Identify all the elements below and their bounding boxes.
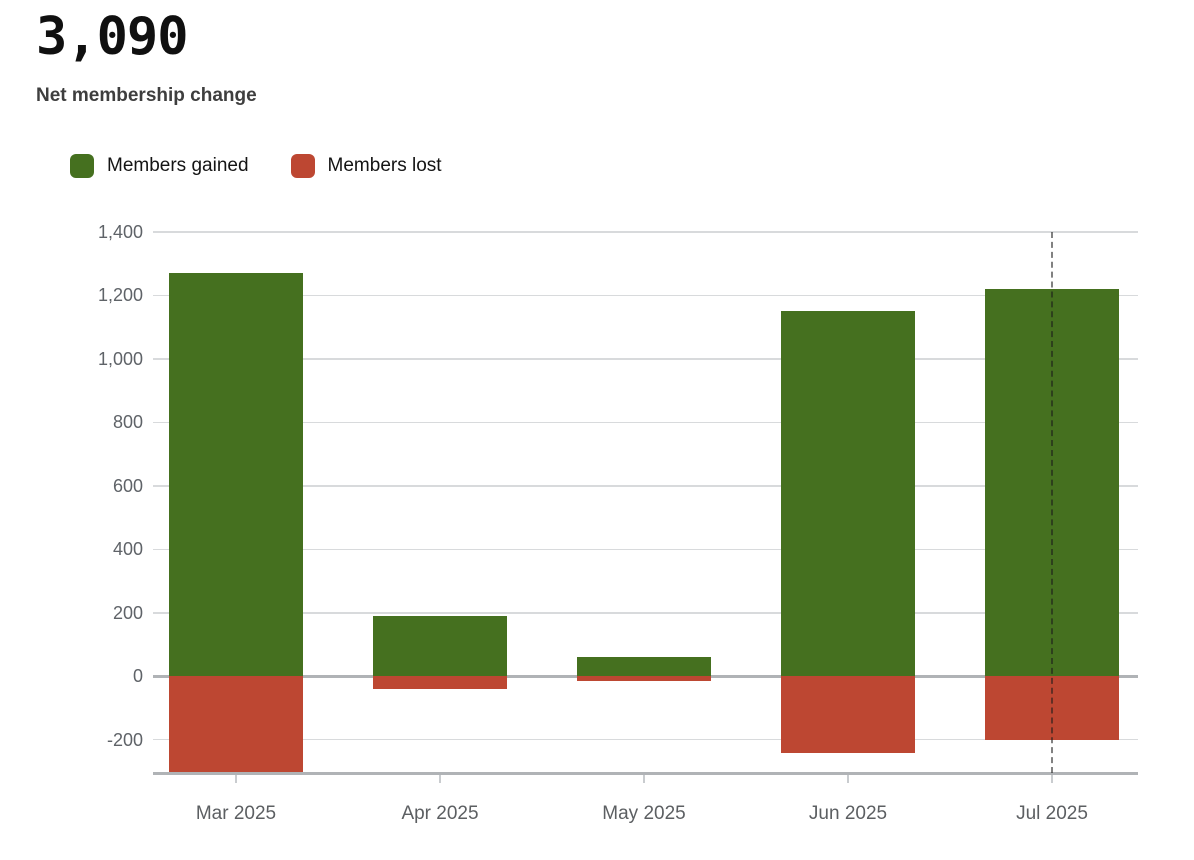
x-axis-tick bbox=[235, 774, 237, 783]
y-axis-tick-label: 400 bbox=[112, 539, 143, 560]
x-axis-label-may-2025: May 2025 bbox=[602, 803, 686, 824]
bar-lost-apr-2025[interactable] bbox=[373, 676, 507, 690]
gridline-y-1200 bbox=[153, 294, 1138, 297]
gridline-y-600 bbox=[153, 485, 1138, 487]
x-axis-baseline bbox=[153, 771, 1138, 775]
bar-lost-mar-2025[interactable] bbox=[169, 676, 303, 774]
bar-gained-mar-2025[interactable] bbox=[169, 273, 303, 677]
gridline-y-1400 bbox=[153, 231, 1138, 233]
x-axis-tick bbox=[1051, 774, 1053, 783]
y-axis-tick-label: 0 bbox=[132, 666, 143, 687]
bar-gained-jun-2025[interactable] bbox=[781, 311, 915, 677]
legend-label-members-gained: Members gained bbox=[107, 155, 249, 176]
gridline-y--200 bbox=[153, 739, 1138, 741]
legend-label-members-lost: Members lost bbox=[327, 155, 442, 176]
x-axis-tick bbox=[643, 774, 645, 783]
current-period-dashed-line bbox=[1050, 232, 1053, 774]
x-axis-tick bbox=[439, 774, 441, 783]
y-axis-tick-label: 1,200 bbox=[97, 285, 143, 306]
chart-legend: Members gained Members lost bbox=[70, 154, 442, 178]
legend-item-members-lost[interactable]: Members lost bbox=[290, 154, 442, 178]
members-lost-swatch-icon bbox=[290, 154, 315, 178]
y-axis-tick-label: 800 bbox=[112, 412, 143, 433]
x-axis-label-jul-2025: Jul 2025 bbox=[1016, 803, 1088, 824]
gridline-y-800 bbox=[153, 421, 1138, 424]
members-gained-swatch-icon bbox=[70, 154, 94, 178]
x-axis-tick bbox=[847, 774, 849, 783]
y-axis-tick-label: 1,400 bbox=[97, 222, 143, 242]
bar-lost-jun-2025[interactable] bbox=[781, 676, 915, 753]
x-axis-label-mar-2025: Mar 2025 bbox=[195, 803, 277, 824]
y-axis-tick-label: 200 bbox=[112, 602, 143, 623]
x-axis-label-apr-2025: Apr 2025 bbox=[401, 803, 479, 824]
gridline-y-1000 bbox=[153, 358, 1138, 360]
gridline-y-200 bbox=[153, 612, 1138, 614]
chart-subtitle: Net membership change bbox=[36, 85, 257, 106]
y-axis-tick-label: 1,000 bbox=[97, 348, 143, 369]
gridline-y-400 bbox=[153, 548, 1138, 551]
y-axis-tick-label: -200 bbox=[106, 729, 143, 750]
bar-lost-may-2025[interactable] bbox=[577, 676, 711, 682]
x-axis-label-jun-2025: Jun 2025 bbox=[808, 803, 888, 824]
y-axis-tick-label: 600 bbox=[112, 475, 143, 496]
bar-gained-apr-2025[interactable] bbox=[373, 616, 507, 677]
net-change-value: 3,090 bbox=[36, 7, 189, 67]
legend-item-members-gained[interactable]: Members gained bbox=[70, 154, 249, 178]
bar-gained-may-2025[interactable] bbox=[577, 657, 711, 677]
